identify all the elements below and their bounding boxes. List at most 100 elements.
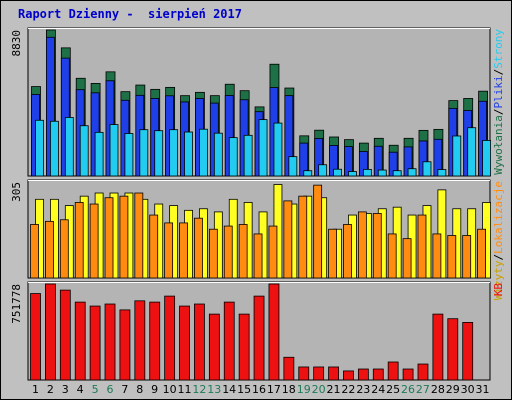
pages-bar [437, 169, 447, 177]
pages-bar [318, 164, 328, 177]
kbytes-bar [447, 318, 459, 381]
pages-bar [377, 169, 387, 177]
day-label: 13 [207, 383, 221, 396]
day-label: 10 [163, 383, 177, 396]
kbytes-bar [74, 301, 86, 381]
sites-bar [208, 228, 218, 279]
sites-bar [194, 217, 203, 279]
pages-bar [154, 130, 164, 177]
pages-bar [482, 140, 491, 177]
legend-bottom: KB [492, 283, 505, 297]
sites-bar [74, 202, 84, 279]
legend-middle-item-2: Lokalizacje [492, 181, 505, 254]
pages-bar [407, 168, 417, 177]
kbytes-bar [432, 313, 444, 381]
pages-bar [79, 125, 89, 177]
kbytes-bar [417, 363, 429, 381]
sites-bar [119, 195, 129, 279]
kbytes-bar [298, 366, 310, 381]
day-label: 20 [312, 383, 326, 396]
day-label: 30 [461, 383, 475, 396]
pages-bar [124, 133, 134, 177]
pages-bar [422, 161, 432, 177]
pages-bar [362, 168, 372, 177]
day-label: 18 [282, 383, 296, 396]
legend-top-item-2: Pliki [492, 75, 505, 108]
pages-bar [64, 117, 74, 177]
day-label: 17 [267, 383, 281, 396]
pages-bar [258, 119, 268, 177]
pages-bar [303, 170, 313, 177]
legend-middle: Wizyty/Lokalizacje [492, 181, 505, 300]
sites-bar [253, 233, 263, 279]
sites-bar [432, 233, 442, 279]
y-max-label-3: 751778 [10, 284, 23, 324]
kbytes-bar [402, 368, 414, 381]
day-label: 26 [401, 383, 415, 396]
sites-bar [313, 184, 323, 279]
kbytes-bar [179, 305, 190, 381]
pages-bar [109, 124, 119, 177]
day-label: 8 [136, 383, 143, 396]
kbytes-bar [357, 368, 369, 381]
kbytes-bar [104, 303, 116, 381]
day-label: 9 [151, 383, 158, 396]
day-label: 4 [77, 383, 84, 396]
kbytes-bar [149, 301, 161, 381]
kbytes-bar [387, 361, 399, 381]
y-max-label-1: 8830 [10, 30, 23, 57]
pages-bar [94, 131, 104, 177]
pages-bar [243, 134, 253, 177]
kbytes-bar [134, 300, 146, 381]
kbytes-bar [268, 283, 280, 381]
sites-bar [462, 235, 472, 279]
pages-bar [333, 168, 342, 177]
legend-top-item-4: Strony [492, 29, 505, 69]
sites-bar [447, 235, 457, 279]
sites-bar [372, 213, 382, 279]
sites-bar [283, 200, 293, 279]
pages-bar [169, 129, 179, 177]
day-label: 21 [327, 383, 341, 396]
sites-bar [417, 214, 427, 279]
pages-bar [184, 131, 193, 177]
pages-bar [273, 122, 283, 177]
kbytes-bar [164, 295, 176, 381]
legend-top-item-3: / [492, 69, 505, 76]
day-label: 7 [121, 383, 128, 396]
day-label: 25 [386, 383, 400, 396]
y-max-label-2: 305 [10, 182, 23, 202]
sites-bar [402, 238, 412, 279]
pages-bar [228, 137, 238, 177]
kbytes-bar [343, 370, 354, 381]
kbytes-bar [313, 366, 325, 381]
day-label: 23 [356, 383, 370, 396]
kbytes-bar [30, 293, 41, 381]
pages-bar [288, 156, 298, 177]
day-label: 11 [177, 383, 191, 396]
sites-bar [238, 224, 248, 279]
kbytes-bar [223, 301, 235, 381]
sites-bar [134, 192, 144, 279]
sites-bar [89, 203, 99, 279]
day-label: 28 [431, 383, 445, 396]
sites-bar [477, 228, 486, 279]
kbytes-bar [253, 295, 265, 381]
day-label: 27 [416, 383, 430, 396]
day-label: 24 [371, 383, 385, 396]
pages-bar [467, 127, 477, 177]
sites-bar [298, 195, 308, 279]
pages-bar [452, 135, 462, 177]
sites-bar [59, 219, 69, 279]
day-label: 6 [106, 383, 113, 396]
kbytes-bar [45, 283, 56, 381]
sites-bar [328, 228, 337, 279]
legend-bottom-item-0: KB [492, 283, 505, 297]
sites-bar [149, 214, 159, 279]
legend-middle-item-0: Wizyty [492, 260, 505, 300]
legend-top-item-0: Wywołania [492, 115, 505, 175]
day-label: 2 [47, 383, 54, 396]
sites-bar [387, 233, 397, 279]
day-label: 12 [192, 383, 206, 396]
kbytes-bar [59, 289, 71, 381]
